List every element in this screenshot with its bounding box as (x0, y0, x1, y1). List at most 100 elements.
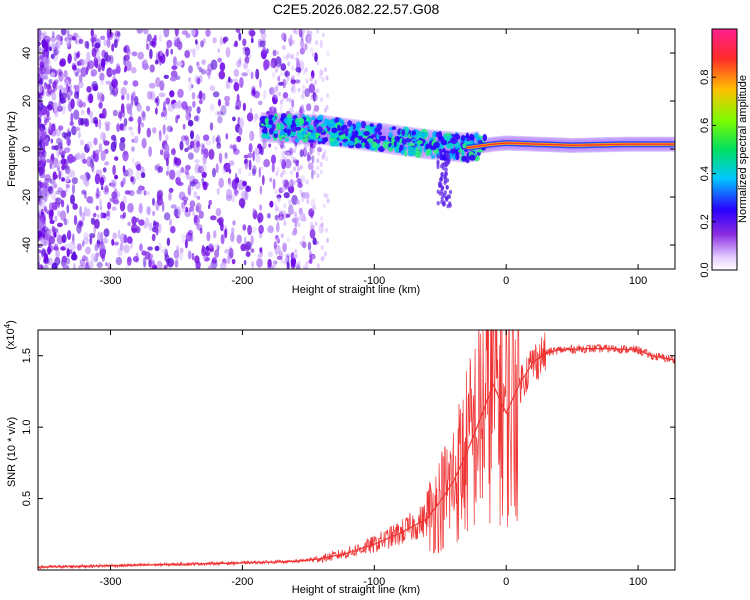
spectrogram-noise-blob (102, 237, 109, 244)
spectrogram-noise-blob (68, 169, 76, 178)
spectrogram-noise-blob (141, 110, 146, 118)
spectrogram-ridge-blob (372, 142, 377, 149)
spectrogram-ridge-blob (276, 122, 281, 131)
spectrogram-noise-blob (202, 153, 207, 165)
spectrogram-noise-blob (99, 231, 104, 243)
spectrogram-ridge-blob (339, 142, 343, 147)
spectrogram-ridge-blob (382, 141, 389, 149)
spectrogram-noise-blob (72, 64, 77, 71)
spectrogram-noise-blob (295, 171, 299, 179)
spectrogram-noise-blob (238, 198, 246, 208)
spectrogram-noise-blob (104, 121, 111, 126)
spectrogram-noise-blob (163, 29, 170, 38)
spectrogram-noise-blob (90, 217, 96, 225)
spectrogram-tail-blob (447, 194, 452, 199)
spectrogram-ridge-blob (350, 125, 354, 131)
spectrogram-noise-blob (163, 101, 166, 111)
spectrogram-noise-blob (202, 92, 206, 101)
spectrogram-noise-blob (325, 156, 328, 162)
spectrogram-noise-blob (38, 190, 41, 198)
spectrogram-noise-blob (286, 75, 290, 81)
spectrogram-noise-blob (191, 29, 196, 37)
spectrogram-noise-blob (297, 199, 301, 205)
spectrogram-noise-blob (211, 257, 217, 264)
spectrogram-noise-blob (275, 94, 278, 100)
spectrogram-noise-blob (210, 59, 218, 71)
spectrogram-ridge-blob (381, 135, 386, 139)
spectrogram-noise-blob (291, 75, 295, 80)
spectrogram-noise-blob (224, 100, 230, 107)
spectrogram-noise-blob (236, 135, 242, 143)
spectrogram-noise-blob (326, 51, 330, 56)
spectrogram-noise-blob (317, 145, 321, 151)
spectrogram-noise-blob (230, 78, 233, 84)
spectrogram-noise-blob (319, 162, 323, 167)
spectrogram-noise-blob (128, 126, 134, 131)
spectrogram-noise-blob (141, 122, 145, 128)
spectrogram-noise-blob (126, 48, 131, 56)
spectrogram-noise-blob (289, 53, 293, 59)
spectrogram-noise-blob (305, 78, 309, 84)
spectrogram-noise-blob (60, 210, 67, 222)
spectrogram-noise-blob (160, 54, 165, 62)
spectrogram-ridge-blob (298, 117, 305, 126)
spectrogram-noise-blob (301, 241, 307, 249)
colorbar-tick-label: 0.6 (699, 118, 711, 133)
spectrogram-noise-blob (297, 141, 301, 147)
spectrogram-noise-blob (266, 111, 270, 116)
spectrogram-noise-blob (47, 228, 52, 237)
spectrogram-noise-blob (314, 94, 319, 101)
spectrogram-noise-blob (234, 105, 240, 110)
spectrogram-noise-blob (85, 246, 91, 255)
spectrogram-noise-blob (76, 98, 83, 108)
spectrogram-noise-blob (169, 76, 177, 82)
spectrogram-noise-blob (209, 122, 214, 131)
spectrogram-noise-blob (284, 158, 292, 169)
spectrogram-noise-blob (218, 70, 226, 80)
spectrogram-noise-blob (277, 140, 281, 146)
spectrogram-noise-blob (70, 112, 74, 124)
spectrogram-ridge-blob (261, 133, 267, 138)
spectrogram-noise-blob (232, 116, 236, 122)
spectrogram-noise-blob (71, 125, 77, 136)
spectrogram-noise-blob (300, 93, 304, 99)
spectrogram-noise-blob (193, 115, 199, 122)
spectrogram-noise-blob (305, 103, 312, 112)
spectrogram-noise-blob (238, 167, 242, 175)
spectrogram-noise-blob (269, 177, 273, 183)
spectrogram-noise-blob (140, 172, 146, 179)
spectrogram-ridge-blob (399, 145, 403, 152)
spectrogram-ridge-blob (394, 136, 401, 142)
spectrogram-noise-blob (225, 133, 229, 140)
spectrogram-ridge-blob (284, 137, 289, 142)
spectrogram-noise-blob (50, 154, 55, 165)
spectrogram-noise-blob (67, 131, 72, 138)
spectrogram-noise-blob (112, 232, 117, 240)
spectrogram-noise-blob (310, 221, 314, 227)
spectrogram-ridge-blob (433, 142, 440, 149)
spectrogram-noise-blob (116, 123, 121, 132)
spectrogram-noise-blob (174, 38, 181, 48)
spectrogram-noise-blob (161, 248, 168, 254)
spectrogram-noise-blob (308, 39, 312, 45)
spectrogram-noise-blob (62, 264, 70, 269)
spectrogram-noise-blob (272, 178, 276, 190)
spectrogram-ridge-blob (411, 130, 417, 136)
spectrogram-noise-blob (106, 38, 111, 48)
spectrogram-noise-blob (280, 233, 284, 239)
spectrogram-noise-blob (145, 105, 151, 112)
spectrogram-noise-blob (91, 37, 95, 48)
spectrogram-noise-blob (52, 81, 57, 89)
spectrogram-noise-blob (38, 264, 41, 269)
spectrogram-noise-blob (195, 202, 202, 213)
spectrogram-noise-blob (254, 113, 258, 118)
spectrogram-x-tick-label: -100 (363, 275, 385, 287)
spectrogram-noise-blob (292, 180, 296, 186)
spectrogram-noise-blob (170, 148, 176, 156)
spectrogram-noise-blob (242, 102, 246, 112)
spectrogram-noise-blob (205, 68, 212, 76)
spectrogram-noise-blob (120, 87, 127, 96)
spectrogram-noise-blob (232, 78, 238, 83)
spectrogram-noise-blob (49, 178, 56, 185)
spectrogram-ridge-blob (454, 134, 461, 140)
